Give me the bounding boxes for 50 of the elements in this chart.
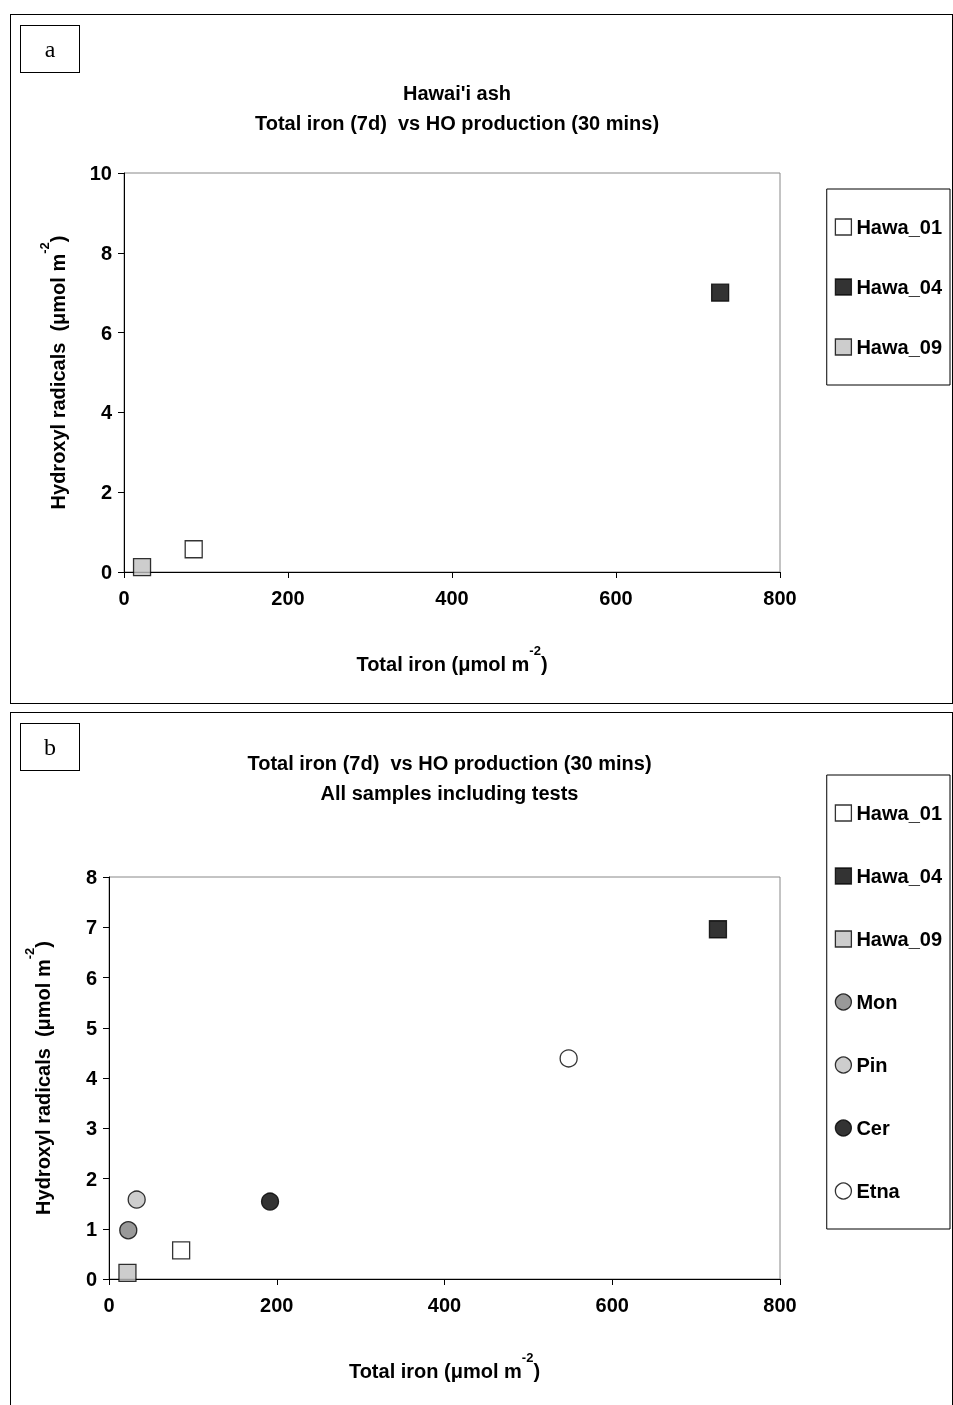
x-tick-label: 200 (260, 1294, 294, 1316)
text: b (20, 723, 80, 771)
point (708, 920, 728, 939)
legend-label: Cer (856, 1117, 890, 1139)
y-tick-label: 5 (85, 1016, 97, 1039)
point (127, 1190, 146, 1209)
x-tick-label: 600 (599, 587, 633, 609)
legend-label: Hawa_01 (856, 802, 943, 824)
legend-label: Hawa_09 (856, 336, 943, 358)
text: a (20, 25, 80, 73)
y-tick-label: 7 (85, 916, 97, 939)
point (260, 1192, 280, 1211)
y-tick-label: 0 (100, 561, 112, 583)
x-tick-label: 400 (427, 1294, 462, 1316)
chart-title: Total iron (7d) vs HO production (30 mins) All samples including tests (247, 752, 652, 804)
point (184, 540, 203, 559)
y-axis-title: Hydroxyl radicals (μmol m-2) (22, 941, 54, 1215)
y-tick-label: 2 (100, 481, 112, 504)
legend-label: Hawa_01 (856, 216, 943, 238)
y-tick-label: 6 (85, 966, 97, 989)
y-tick-label: 8 (100, 241, 112, 264)
y-tick-label: 4 (100, 401, 113, 424)
legend-label: Pin (856, 1054, 888, 1076)
x-tick-label: 200 (271, 587, 305, 609)
y-tick-label: 8 (85, 866, 97, 888)
point (118, 1263, 137, 1283)
y-tick-label: 3 (85, 1117, 97, 1140)
point (559, 1049, 578, 1068)
y-tick-label: 10 (89, 162, 112, 184)
y-tick-label: 0 (85, 1268, 97, 1290)
legend-label: Mon (856, 991, 898, 1013)
y-tick-label: 2 (85, 1167, 97, 1190)
legend-label: Hawa_04 (856, 276, 943, 298)
x-tick-label: 600 (595, 1294, 629, 1316)
y-tick-label: 4 (85, 1067, 98, 1089)
y-tick-label: 1 (85, 1217, 97, 1240)
x-tick-label: 800 (763, 587, 797, 609)
legend-label: Etna (856, 1180, 901, 1202)
y-tick-label: 6 (100, 321, 112, 344)
point (132, 558, 152, 577)
x-tick-label: 0 (118, 587, 130, 609)
point (171, 1241, 191, 1260)
x-tick-label: 800 (763, 1294, 797, 1316)
legend-label: Hawa_09 (856, 928, 943, 950)
chart-title: Hawai'i ash Total iron (7d) vs HO production (30 mins) (254, 82, 660, 134)
legend-label: Hawa_04 (856, 865, 943, 887)
point (119, 1221, 138, 1240)
x-tick-label: 400 (435, 587, 469, 609)
point (710, 283, 730, 302)
y-axis-title: Hydroxyl radicals (μmol m-2) (37, 235, 69, 510)
